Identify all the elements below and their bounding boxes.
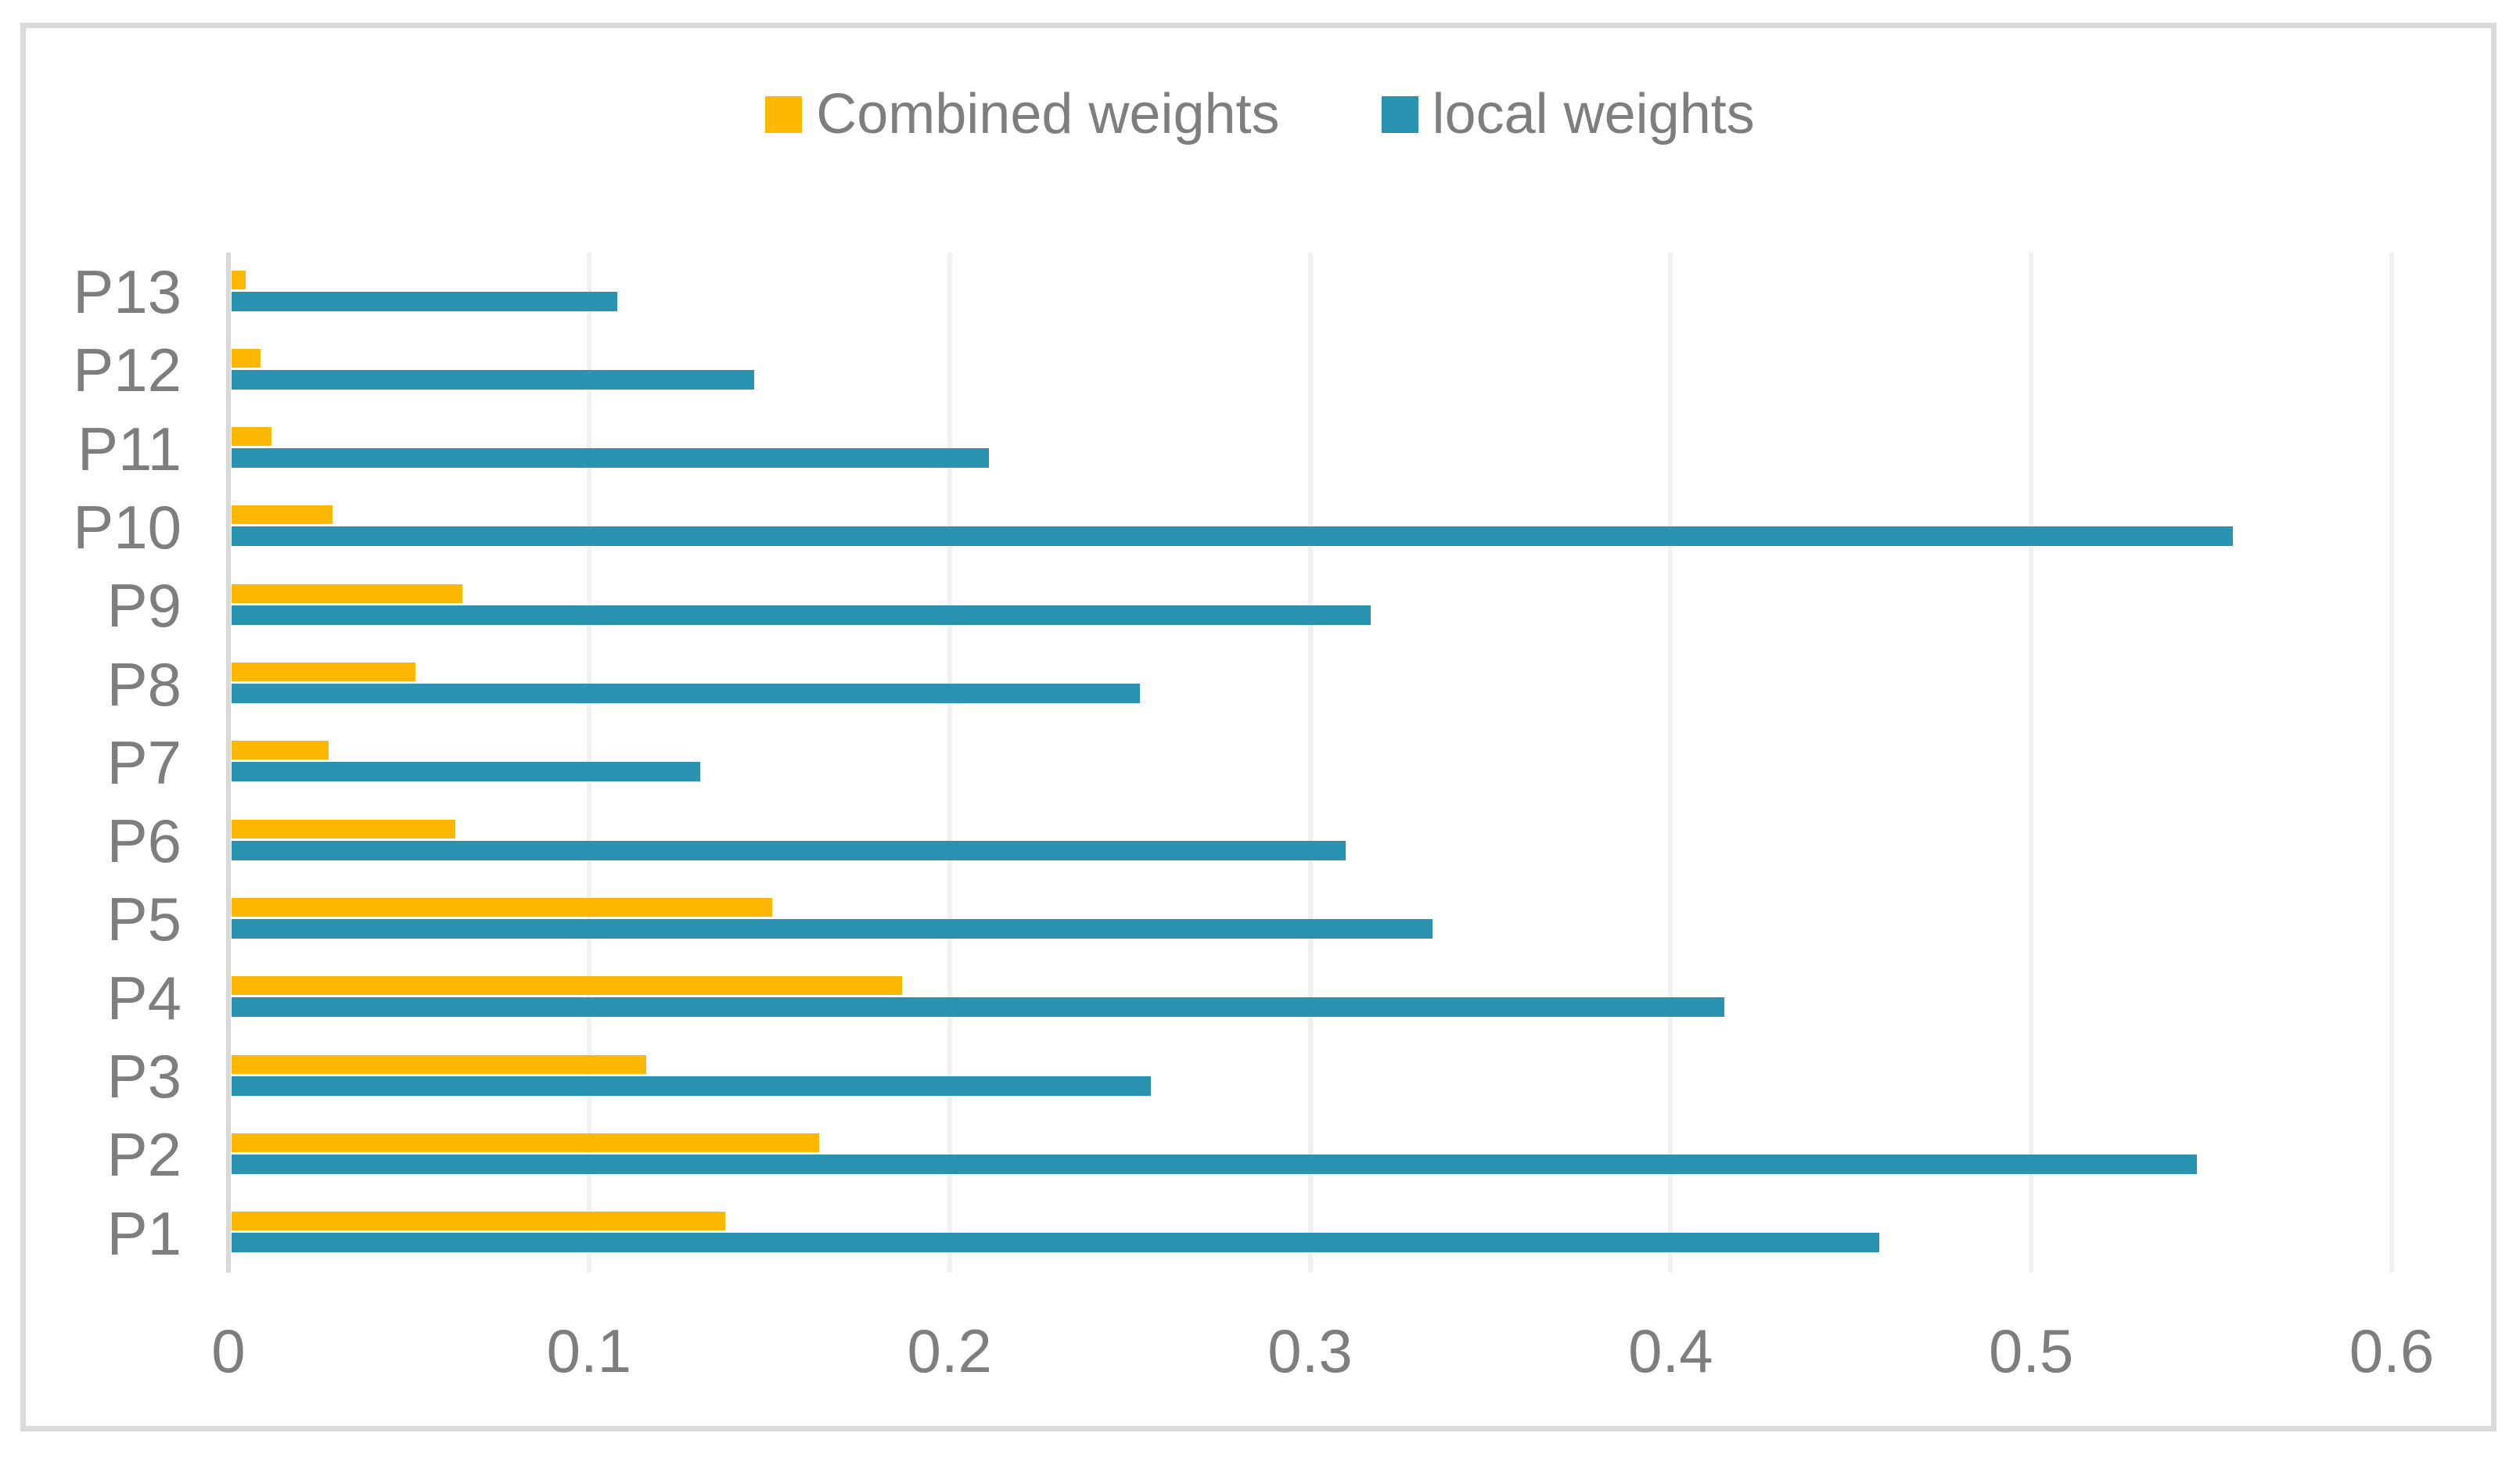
category-label-p11: P11 <box>77 414 182 483</box>
bar-combined-weights-p1 <box>232 1212 726 1231</box>
bar-local-weights-p1 <box>232 1233 1879 1253</box>
bar-local-weights-p9 <box>232 605 1371 625</box>
category-label-p1: P1 <box>106 1198 182 1268</box>
category-label-p2: P2 <box>106 1120 182 1190</box>
bar-combined-weights-p6 <box>232 819 455 839</box>
category-label-p7: P7 <box>106 727 182 797</box>
bar-combined-weights-p2 <box>232 1133 820 1152</box>
category-label-p8: P8 <box>106 649 182 719</box>
category-label-p3: P3 <box>106 1042 182 1111</box>
x-tick-0.4: 0.4 <box>1628 1316 1713 1385</box>
legend-label-local-weights: local weights <box>1432 83 1755 145</box>
chart-frame <box>20 23 2497 1431</box>
bar-combined-weights-p4 <box>232 976 903 996</box>
bar-combined-weights-p12 <box>232 348 261 368</box>
bar-local-weights-p10 <box>232 526 2233 547</box>
x-tick-0.5: 0.5 <box>1988 1316 2074 1385</box>
legend-swatch-local-weights-icon <box>1381 95 1418 133</box>
bar-local-weights-p12 <box>232 369 755 390</box>
bar-combined-weights-p10 <box>232 505 333 525</box>
category-label-p13: P13 <box>73 257 182 326</box>
bar-combined-weights-p11 <box>232 427 271 447</box>
x-tick-0.2: 0.2 <box>907 1316 992 1385</box>
bar-local-weights-p3 <box>232 1076 1152 1096</box>
gridline-0.2 <box>947 253 952 1273</box>
x-tick-0.1: 0.1 <box>546 1316 632 1385</box>
category-label-p9: P9 <box>106 571 182 641</box>
y-axis-line <box>226 253 231 1273</box>
legend-item-combined-weights: Combined weights <box>765 82 1280 146</box>
category-label-p6: P6 <box>106 806 182 876</box>
bar-combined-weights-p7 <box>232 741 329 760</box>
category-label-p12: P12 <box>73 336 182 405</box>
bar-local-weights-p7 <box>232 762 701 782</box>
category-label-p10: P10 <box>73 492 182 562</box>
bar-combined-weights-p13 <box>232 270 246 289</box>
gridline-0.5 <box>2029 253 2034 1273</box>
x-tick-0.6: 0.6 <box>2349 1316 2435 1385</box>
bar-combined-weights-p3 <box>232 1054 646 1074</box>
bar-combined-weights-p8 <box>232 663 416 682</box>
plot-area <box>226 253 2394 1273</box>
legend-swatch-combined-weights-icon <box>765 95 803 133</box>
x-tick-0.3: 0.3 <box>1267 1316 1353 1385</box>
gridline-0.6 <box>2389 253 2394 1273</box>
legend-label-combined-weights: Combined weights <box>816 83 1280 145</box>
bar-combined-weights-p5 <box>232 897 773 917</box>
bar-local-weights-p11 <box>232 448 989 469</box>
x-tick-0: 0 <box>211 1316 246 1385</box>
legend-item-local-weights: local weights <box>1381 82 1755 146</box>
legend: Combined weights local weights <box>0 83 2520 145</box>
bar-local-weights-p13 <box>232 291 618 311</box>
bar-local-weights-p4 <box>232 997 1724 1018</box>
gridline-0.4 <box>1668 253 1673 1273</box>
category-label-p4: P4 <box>106 963 182 1032</box>
bar-local-weights-p8 <box>232 684 1141 704</box>
bar-local-weights-p6 <box>232 840 1346 860</box>
bar-local-weights-p2 <box>232 1154 2197 1174</box>
bar-local-weights-p5 <box>232 918 1433 939</box>
gridline-0.3 <box>1307 253 1313 1273</box>
category-label-p5: P5 <box>106 885 182 954</box>
bar-combined-weights-p9 <box>232 584 462 603</box>
